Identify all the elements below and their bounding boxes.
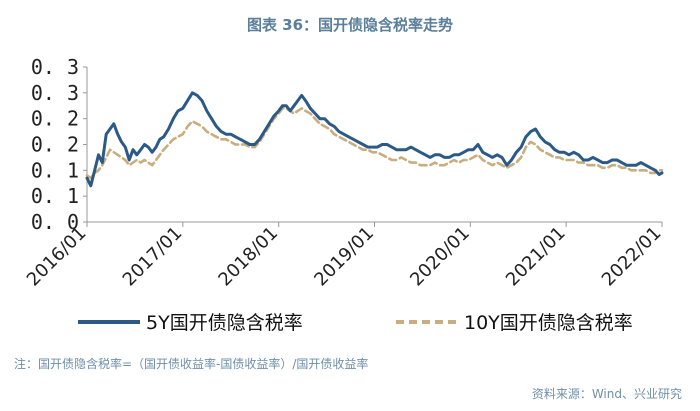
y-tick-label: 0. 3 — [31, 81, 79, 105]
x-tick-label: 2022/01 — [598, 223, 666, 291]
legend-label-5y: 5Y国开债隐含税率 — [146, 312, 303, 334]
x-tick-label: 2018/01 — [214, 223, 282, 291]
series-line-10y — [85, 107, 664, 180]
y-tick-label: 0. 2 — [31, 133, 79, 157]
x-tick-label: 2020/01 — [406, 223, 474, 291]
y-tick-label: 0. 3 — [31, 55, 79, 79]
legend-label-10y: 10Y国开债隐含税率 — [464, 312, 633, 334]
x-tick-label: 2017/01 — [119, 223, 187, 291]
axes — [83, 66, 663, 227]
x-tick-label: 2019/01 — [310, 223, 378, 291]
y-tick-label: 0. 2 — [31, 107, 79, 131]
y-tick-label: 0. 1 — [31, 158, 79, 182]
y-tick-label: 0. 0 — [31, 210, 79, 234]
x-tick-label: 2021/01 — [502, 223, 570, 291]
legend: 5Y国开债隐含税率 10Y国开债隐含税率 — [78, 312, 633, 334]
source-note: 资料来源：Wind、兴业研究 — [531, 387, 682, 401]
footnote: 注：国开债隐含税率=（国开债收益率-国债收益率）/国开债收益率 — [14, 357, 369, 371]
y-tick-label: 0. 1 — [31, 184, 79, 208]
chart-title: 图表 36：国开债隐含税率走势 — [246, 16, 454, 34]
series-lines — [85, 91, 664, 188]
series-line-5y — [85, 91, 664, 188]
